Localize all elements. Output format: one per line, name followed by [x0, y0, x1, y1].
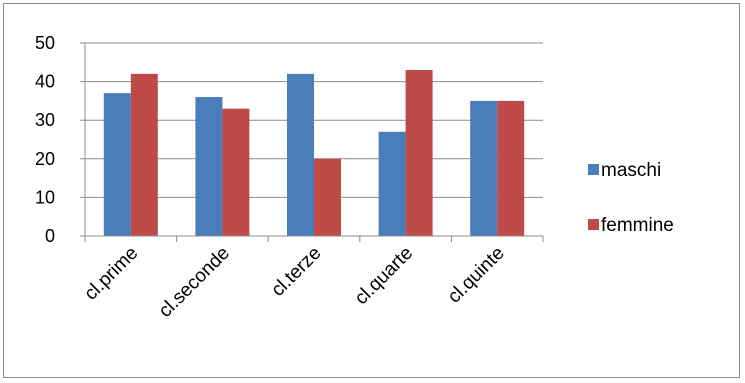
y-tick-label: 10	[35, 187, 55, 207]
y-tick-label: 0	[45, 226, 55, 246]
y-tick-label: 30	[35, 110, 55, 130]
bar-maschi-cl.quarte	[378, 131, 406, 236]
category-label: cl.seconde	[155, 243, 234, 322]
bar-maschi-cl.prime	[103, 93, 131, 237]
bar-maschi-cl.seconde	[195, 97, 223, 236]
axes	[80, 42, 544, 242]
legend-swatch-femmine	[588, 219, 599, 230]
bar-femmine-cl.quarte	[405, 70, 433, 237]
legend: maschi femmine	[588, 160, 674, 236]
bar-maschi-cl.quinte	[470, 100, 498, 237]
y-tick-label: 20	[35, 149, 55, 169]
legend-swatch-maschi	[588, 164, 599, 175]
y-tick-label: 50	[35, 33, 55, 53]
category-label: cl.quinte	[444, 243, 509, 308]
category-label: cl.prime	[80, 243, 142, 305]
bar-maschi-cl.terze	[287, 73, 314, 236]
category-labels: cl.prime cl.seconde cl.terze cl.quarte cl.qu…	[80, 243, 508, 322]
bar-femmine-cl.seconde	[222, 108, 250, 236]
category-label: cl.quarte	[351, 243, 417, 309]
y-tick-label: 40	[35, 72, 55, 92]
category-label: cl.terze	[267, 243, 325, 301]
legend-label-maschi: maschi	[601, 160, 661, 181]
legend-label-femmine: femmine	[601, 215, 674, 236]
bar-femmine-cl.terze	[314, 158, 341, 236]
bar-femmine-cl.quinte	[497, 100, 525, 237]
bar-femmine-cl.prime	[130, 73, 158, 236]
y-tick-labels: 0 10 20 30 40 50	[35, 33, 55, 246]
bars	[103, 70, 525, 237]
